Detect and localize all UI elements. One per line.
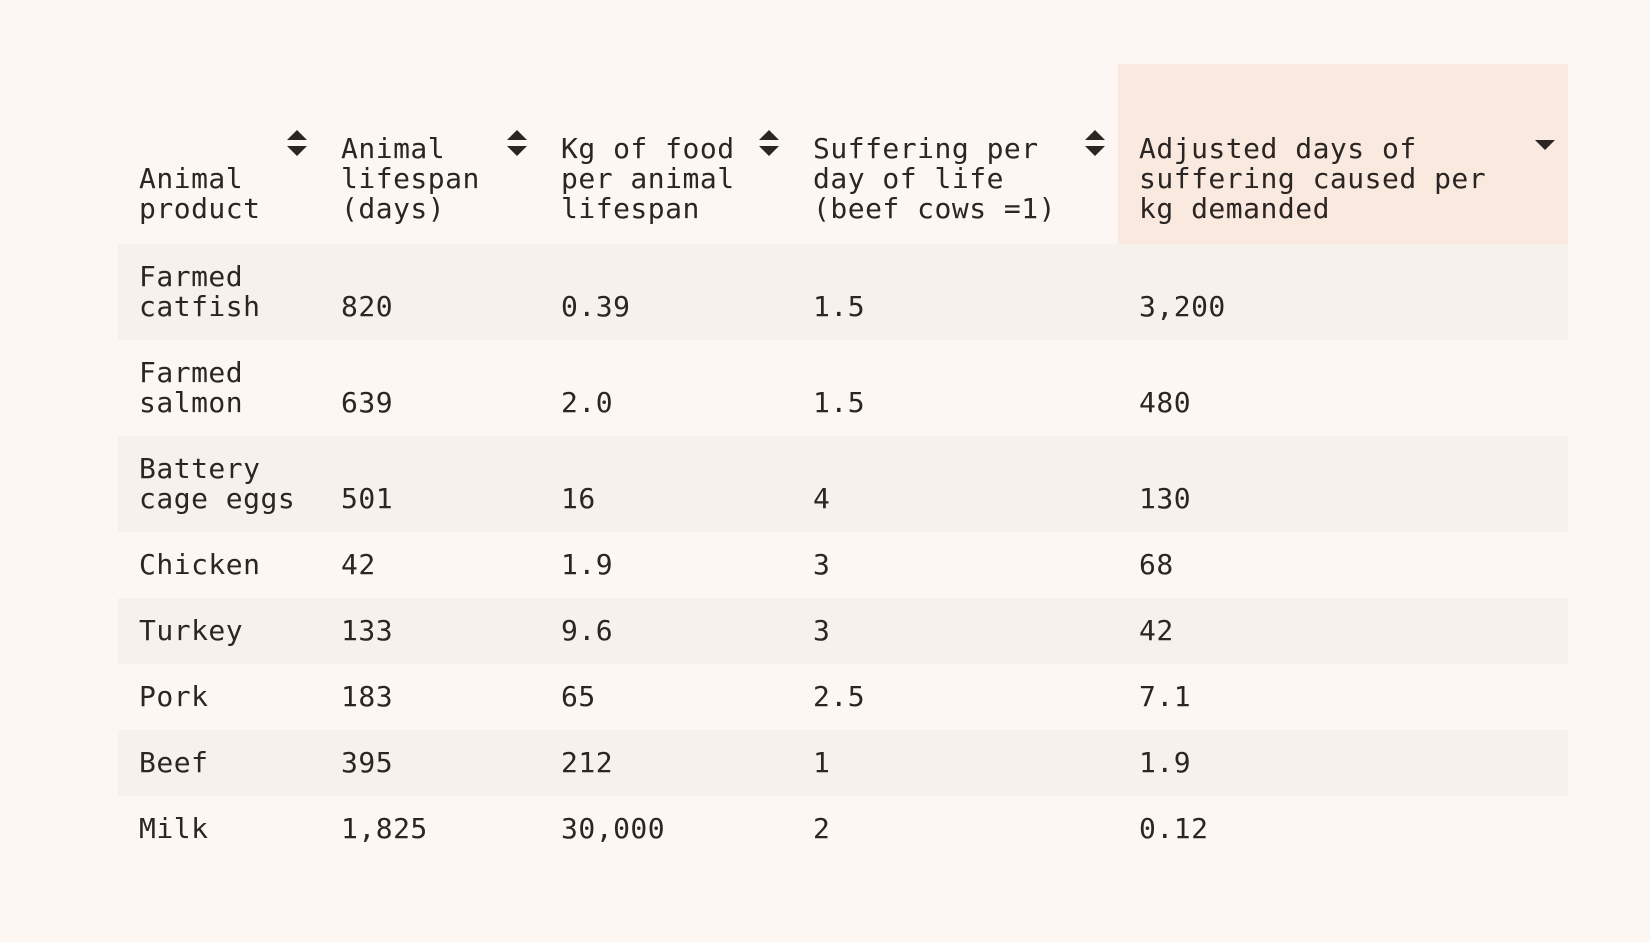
cell-kg-food: 0.39 bbox=[540, 244, 792, 340]
cell-kg-food: 30,000 bbox=[540, 796, 792, 862]
cell-animal-lifespan: 1,825 bbox=[320, 796, 540, 862]
cell-suffering-per-day: 2 bbox=[792, 796, 1118, 862]
column-header-label: Kg of food per animal lifespan bbox=[561, 132, 735, 225]
cell-animal-product: Milk bbox=[118, 796, 320, 862]
column-header-animal-lifespan[interactable]: Animal lifespan (days) bbox=[320, 64, 540, 244]
cell-adjusted-days: 0.12 bbox=[1118, 796, 1568, 862]
cell-animal-lifespan: 639 bbox=[320, 340, 540, 436]
cell-animal-product: Chicken bbox=[118, 532, 320, 598]
cell-suffering-per-day: 4 bbox=[792, 436, 1118, 532]
cell-suffering-per-day: 2.5 bbox=[792, 664, 1118, 730]
column-header-adjusted-days[interactable]: Adjusted days of suffering caused per kg… bbox=[1118, 64, 1568, 244]
sort-descending-icon[interactable] bbox=[1534, 128, 1556, 158]
table-header: Animal product Animal lifespan (days) Kg… bbox=[118, 64, 1568, 244]
cell-animal-product: Farmed salmon bbox=[118, 340, 320, 436]
column-header-label: Animal product bbox=[139, 162, 261, 225]
cell-kg-food: 16 bbox=[540, 436, 792, 532]
column-header-suffering-per-day[interactable]: Suffering per day of life (beef cows =1) bbox=[792, 64, 1118, 244]
column-header-kg-food[interactable]: Kg of food per animal lifespan bbox=[540, 64, 792, 244]
cell-animal-lifespan: 42 bbox=[320, 532, 540, 598]
cell-kg-food: 2.0 bbox=[540, 340, 792, 436]
cell-suffering-per-day: 1.5 bbox=[792, 340, 1118, 436]
cell-animal-product: Turkey bbox=[118, 598, 320, 664]
table-row: Chicken 42 1.9 3 68 bbox=[118, 532, 1568, 598]
cell-animal-product: Farmed catfish bbox=[118, 244, 320, 340]
header-row: Animal product Animal lifespan (days) Kg… bbox=[118, 64, 1568, 244]
sort-up-down-icon[interactable] bbox=[1084, 128, 1106, 158]
cell-animal-product: Battery cage eggs bbox=[118, 436, 320, 532]
cell-animal-lifespan: 133 bbox=[320, 598, 540, 664]
cell-animal-lifespan: 501 bbox=[320, 436, 540, 532]
cell-kg-food: 9.6 bbox=[540, 598, 792, 664]
column-header-label: Suffering per day of life (beef cows =1) bbox=[813, 132, 1057, 225]
cell-suffering-per-day: 3 bbox=[792, 598, 1118, 664]
cell-adjusted-days: 3,200 bbox=[1118, 244, 1568, 340]
cell-suffering-per-day: 3 bbox=[792, 532, 1118, 598]
table-row: Battery cage eggs 501 16 4 130 bbox=[118, 436, 1568, 532]
table-row: Milk 1,825 30,000 2 0.12 bbox=[118, 796, 1568, 862]
column-header-animal-product[interactable]: Animal product bbox=[118, 64, 320, 244]
cell-adjusted-days: 1.9 bbox=[1118, 730, 1568, 796]
cell-adjusted-days: 130 bbox=[1118, 436, 1568, 532]
table-row: Pork 183 65 2.5 7.1 bbox=[118, 664, 1568, 730]
cell-animal-lifespan: 820 bbox=[320, 244, 540, 340]
table-row: Turkey 133 9.6 3 42 bbox=[118, 598, 1568, 664]
cell-animal-lifespan: 395 bbox=[320, 730, 540, 796]
cell-suffering-per-day: 1 bbox=[792, 730, 1118, 796]
table-container: Animal product Animal lifespan (days) Kg… bbox=[118, 64, 1568, 862]
sort-up-down-icon[interactable] bbox=[758, 128, 780, 158]
table-row: Farmed salmon 639 2.0 1.5 480 bbox=[118, 340, 1568, 436]
cell-animal-product: Pork bbox=[118, 664, 320, 730]
cell-animal-product: Beef bbox=[118, 730, 320, 796]
sort-up-down-icon[interactable] bbox=[286, 128, 308, 158]
sort-up-down-icon[interactable] bbox=[506, 128, 528, 158]
data-table: Animal product Animal lifespan (days) Kg… bbox=[118, 64, 1568, 862]
table-body: Farmed catfish 820 0.39 1.5 3,200 Farmed salm… bbox=[118, 244, 1568, 862]
cell-animal-lifespan: 183 bbox=[320, 664, 540, 730]
cell-kg-food: 212 bbox=[540, 730, 792, 796]
cell-kg-food: 65 bbox=[540, 664, 792, 730]
table-row: Beef 395 212 1 1.9 bbox=[118, 730, 1568, 796]
table-row: Farmed catfish 820 0.39 1.5 3,200 bbox=[118, 244, 1568, 340]
cell-adjusted-days: 42 bbox=[1118, 598, 1568, 664]
cell-adjusted-days: 7.1 bbox=[1118, 664, 1568, 730]
cell-adjusted-days: 480 bbox=[1118, 340, 1568, 436]
cell-suffering-per-day: 1.5 bbox=[792, 244, 1118, 340]
cell-kg-food: 1.9 bbox=[540, 532, 792, 598]
column-header-label: Adjusted days of suffering caused per kg… bbox=[1139, 132, 1487, 225]
cell-adjusted-days: 68 bbox=[1118, 532, 1568, 598]
column-header-label: Animal lifespan (days) bbox=[341, 132, 480, 225]
